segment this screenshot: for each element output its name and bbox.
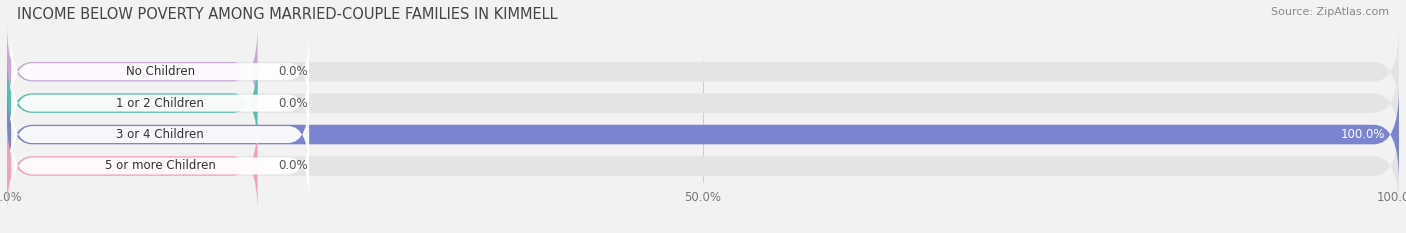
Text: INCOME BELOW POVERTY AMONG MARRIED-COUPLE FAMILIES IN KIMMELL: INCOME BELOW POVERTY AMONG MARRIED-COUPL… <box>17 7 558 22</box>
Text: Source: ZipAtlas.com: Source: ZipAtlas.com <box>1271 7 1389 17</box>
Text: 3 or 4 Children: 3 or 4 Children <box>117 128 204 141</box>
FancyBboxPatch shape <box>7 25 257 119</box>
Text: 5 or more Children: 5 or more Children <box>104 159 215 172</box>
Text: 0.0%: 0.0% <box>278 159 308 172</box>
FancyBboxPatch shape <box>11 127 309 205</box>
FancyBboxPatch shape <box>11 33 309 110</box>
FancyBboxPatch shape <box>11 96 309 173</box>
FancyBboxPatch shape <box>7 56 257 150</box>
FancyBboxPatch shape <box>7 119 1399 213</box>
FancyBboxPatch shape <box>11 65 309 142</box>
Text: 0.0%: 0.0% <box>278 97 308 110</box>
Text: No Children: No Children <box>125 65 194 78</box>
Text: 100.0%: 100.0% <box>1340 128 1385 141</box>
Text: 0.0%: 0.0% <box>278 65 308 78</box>
FancyBboxPatch shape <box>7 25 1399 119</box>
Text: 1 or 2 Children: 1 or 2 Children <box>117 97 204 110</box>
FancyBboxPatch shape <box>7 88 1399 181</box>
FancyBboxPatch shape <box>7 119 257 213</box>
FancyBboxPatch shape <box>7 56 1399 150</box>
FancyBboxPatch shape <box>7 88 1399 181</box>
